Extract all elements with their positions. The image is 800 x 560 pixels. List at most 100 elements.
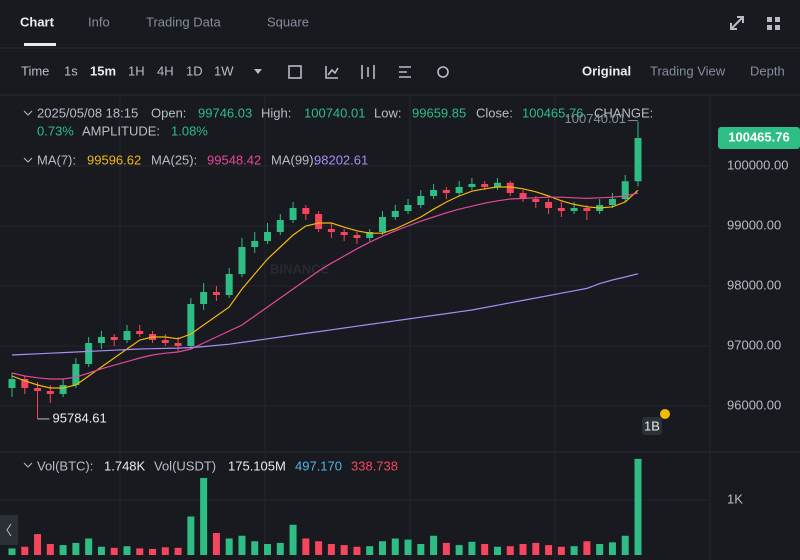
- volume-bar: [123, 546, 131, 555]
- settings-icon[interactable]: [437, 66, 449, 78]
- volume-bar: [404, 539, 412, 555]
- candle-body: [634, 138, 642, 182]
- y-tick-label: 96000.00: [727, 397, 781, 412]
- volume-value: 175.105M: [228, 458, 286, 473]
- volume-ma-value: 497.170: [295, 458, 342, 473]
- collapse-icon[interactable]: [23, 462, 33, 468]
- volume-bar: [149, 548, 157, 555]
- volume-value: 1.748K: [104, 458, 146, 473]
- volume-bar: [276, 542, 284, 555]
- template-icon[interactable]: [399, 66, 411, 78]
- info-value: 0.73%: [37, 123, 74, 138]
- tab[interactable]: Chart: [20, 14, 55, 29]
- collapse-icon[interactable]: [23, 110, 33, 116]
- y-tick-label: 1K: [727, 491, 743, 506]
- volume-bar: [251, 541, 259, 555]
- interval-button[interactable]: 4H: [157, 63, 174, 78]
- y-tick-label: 99000.00: [727, 217, 781, 232]
- candle-body: [455, 186, 463, 193]
- volume-bar: [59, 545, 67, 555]
- candle-body: [430, 189, 438, 196]
- alert-icon[interactable]: 1B: [642, 409, 670, 435]
- collapse-icon[interactable]: [23, 157, 33, 163]
- tab[interactable]: Square: [267, 14, 309, 29]
- volume-bar: [46, 543, 54, 555]
- volume-bar: [391, 538, 399, 555]
- candle-body: [8, 379, 16, 389]
- volume-bar: [21, 546, 29, 555]
- candle-body: [366, 231, 374, 238]
- low-label: 95784.61: [53, 410, 107, 425]
- candle-body: [289, 207, 297, 220]
- y-tick-label: 98000.00: [727, 277, 781, 292]
- volume-bar: [315, 541, 323, 555]
- info-label: CHANGE:: [594, 105, 653, 120]
- interval-button[interactable]: 1W: [214, 63, 234, 78]
- info-value: 99746.03: [198, 105, 252, 120]
- volume-bar: [302, 538, 310, 555]
- fullscreen-icon[interactable]: [730, 16, 744, 30]
- info-value: 99659.85: [412, 105, 466, 120]
- volume-bar: [353, 546, 361, 555]
- volume-bar: [289, 524, 297, 555]
- interval-button[interactable]: 1H: [128, 63, 145, 78]
- legend-value: 99596.62: [87, 152, 141, 167]
- candle-body: [519, 192, 527, 199]
- tab-underline: [24, 43, 56, 46]
- candle-body: [212, 292, 220, 296]
- candle-body: [570, 207, 578, 211]
- view-button[interactable]: Depth: [750, 63, 785, 78]
- candle-body: [417, 195, 425, 205]
- volume-bar: [200, 477, 208, 555]
- volume-bar: [340, 545, 348, 555]
- chart-type-icon[interactable]: [325, 66, 339, 79]
- legend-value: 98202.61: [314, 152, 368, 167]
- y-tick-label: 97000.00: [727, 337, 781, 352]
- volume-bar: [519, 543, 527, 555]
- candle-body: [315, 213, 323, 229]
- volume-bar: [481, 543, 489, 555]
- candle-body: [532, 198, 540, 202]
- volume-bar: [596, 543, 604, 555]
- volume-bar: [327, 543, 335, 555]
- candle-body: [545, 201, 553, 208]
- candle-body: [72, 364, 80, 386]
- legend-label: MA(25):: [151, 152, 197, 167]
- candle-icon[interactable]: [361, 65, 375, 79]
- candle-body: [200, 292, 208, 305]
- scroll-icon: [6, 523, 12, 537]
- volume-bar: [532, 542, 540, 555]
- price-tag: [718, 127, 800, 150]
- view-button[interactable]: Original: [582, 63, 631, 78]
- candle-body: [353, 234, 361, 238]
- vertical-grid: [119, 95, 711, 560]
- volume-bar: [161, 547, 169, 555]
- volume-ma-value: 338.738: [351, 458, 398, 473]
- interval-button[interactable]: 15m: [90, 63, 116, 78]
- scroll-button[interactable]: [0, 515, 18, 545]
- legend-label: MA(99):: [271, 152, 317, 167]
- candle-body: [97, 337, 105, 344]
- candle-body: [621, 181, 629, 199]
- view-button[interactable]: Trading View: [650, 63, 726, 78]
- candle-body: [583, 207, 591, 211]
- candle-body: [238, 246, 246, 275]
- candle-body: [251, 240, 259, 247]
- volume-bar: [634, 458, 642, 555]
- volume-bar: [570, 546, 578, 555]
- indicator-icon[interactable]: [288, 65, 302, 79]
- watermark: BINANCE: [270, 261, 330, 276]
- candle-body: [187, 304, 195, 347]
- interval-button[interactable]: 1s: [64, 63, 78, 78]
- legend-label: MA(7):: [37, 152, 76, 167]
- volume-bar: [468, 541, 476, 555]
- tab[interactable]: Trading Data: [146, 14, 221, 29]
- tab[interactable]: Info: [88, 14, 110, 29]
- interval-button[interactable]: 1D: [186, 63, 203, 78]
- candle-time: 2025/05/08 18:15: [37, 105, 138, 120]
- candle-body: [506, 182, 514, 193]
- ma-line: [11, 273, 639, 356]
- layout-icon[interactable]: [767, 17, 780, 30]
- dropdown-icon[interactable]: [254, 69, 262, 74]
